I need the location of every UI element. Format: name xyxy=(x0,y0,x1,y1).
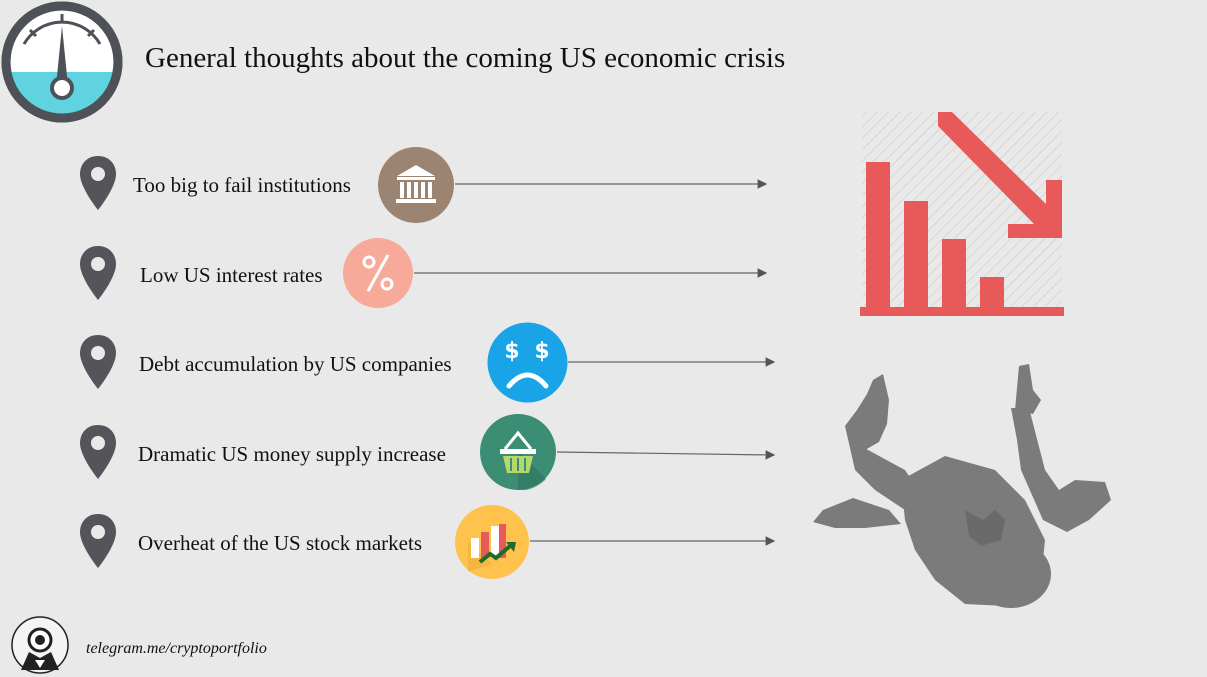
gauge-logo-icon xyxy=(1,1,123,123)
location-pin-icon xyxy=(80,246,116,300)
basket-icon xyxy=(480,414,557,490)
bank-icon xyxy=(378,147,454,223)
item-label: Overheat of the US stock markets xyxy=(138,531,423,555)
arrow-4 xyxy=(556,450,776,460)
location-pin-icon xyxy=(80,156,116,210)
falling-man-silhouette xyxy=(813,364,1111,608)
svg-text:$: $ xyxy=(504,339,519,364)
avatar xyxy=(11,616,69,674)
item-label: Dramatic US money supply increase xyxy=(138,442,446,466)
svg-text:$: $ xyxy=(534,339,549,364)
item-label: Low US interest rates xyxy=(140,263,323,287)
item-label: Debt accumulation by US companies xyxy=(139,352,452,376)
sad-dollar-icon: $ $ xyxy=(487,322,568,403)
footer-link[interactable]: telegram.me/cryptoportfolio xyxy=(86,640,267,657)
item-label: Too big to fail institutions xyxy=(133,173,351,197)
location-pin-icon xyxy=(80,425,116,479)
location-pin-icon xyxy=(80,335,116,389)
percent-icon xyxy=(343,238,413,308)
rising-chart-icon xyxy=(455,505,529,579)
page-title: General thoughts about the coming US eco… xyxy=(145,42,786,74)
location-pin-icon xyxy=(80,514,116,568)
falling-chart-icon xyxy=(860,112,1064,316)
